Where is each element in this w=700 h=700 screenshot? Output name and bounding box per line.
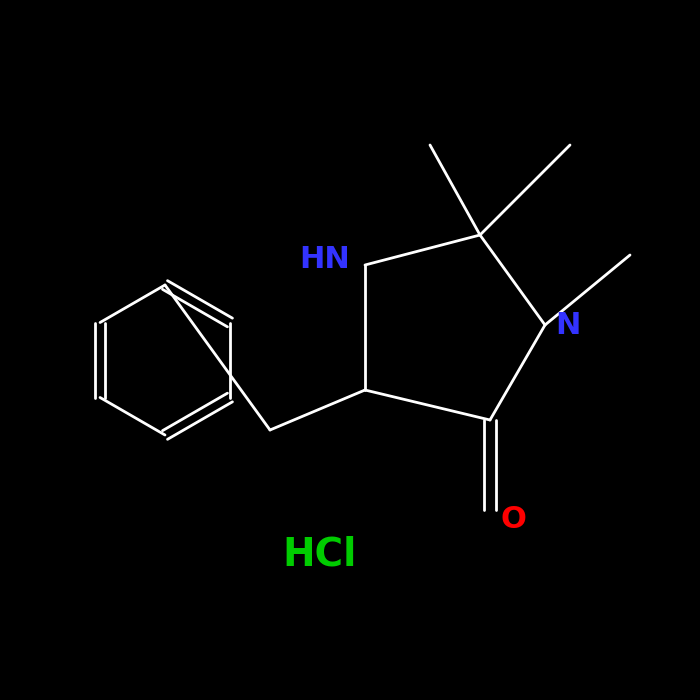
Text: O: O: [500, 505, 526, 535]
Text: N: N: [555, 311, 580, 340]
Text: HCl: HCl: [283, 536, 357, 574]
Text: HN: HN: [300, 246, 350, 274]
